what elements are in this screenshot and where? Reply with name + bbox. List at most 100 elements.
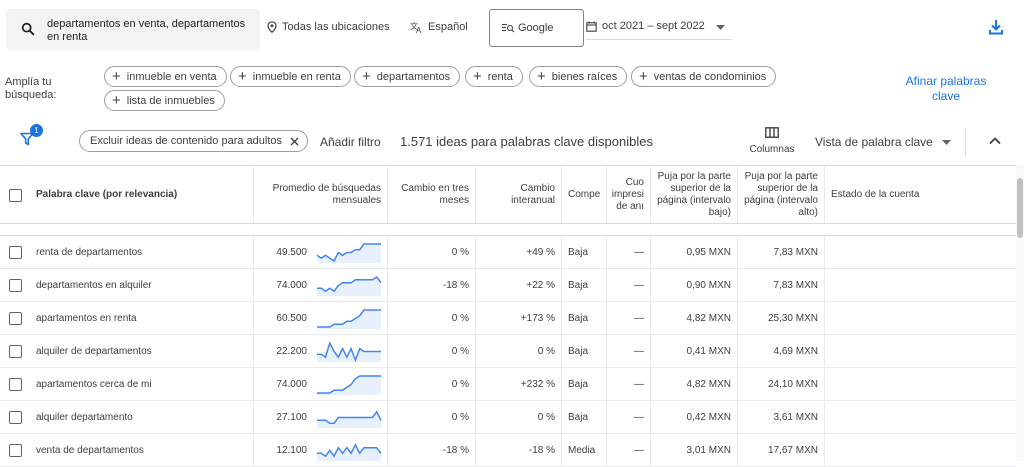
search-box[interactable]: departamentos en venta, departamentos en… <box>6 9 260 50</box>
avg-searches-cell: 74.000 <box>254 269 388 301</box>
table-row[interactable]: renta de departamentos 49.500 0 % +49 % Baja… <box>0 236 1016 269</box>
svg-text:文: 文 <box>410 21 418 31</box>
competition-cell: Baja <box>562 335 607 367</box>
translate-icon: 文 A <box>410 21 422 33</box>
keyword-cell: renta de departamentos <box>30 236 254 268</box>
columns-button[interactable]: Columnas <box>746 127 798 155</box>
download-icon[interactable] <box>988 19 1004 35</box>
columns-label: Columnas <box>749 144 795 155</box>
three-month-change-cell: 0 % <box>388 236 476 268</box>
bid-low-cell: 0,90 MXN <box>651 269 738 301</box>
col-three-month-change[interactable]: Cambio en tres meses <box>388 166 476 223</box>
date-range-selector[interactable]: oct 2021 – sept 2022 <box>586 14 732 40</box>
search-network-icon <box>502 23 515 33</box>
col-avg-searches[interactable]: Promedio de búsquedas mensuales <box>254 166 388 223</box>
table-row[interactable]: alquiler de departamentos 22.200 0 % 0 % Baj… <box>0 335 1016 368</box>
bid-low-cell: 3,01 MXN <box>651 434 738 466</box>
broaden-chip[interactable]: + ventas de condominios <box>631 66 777 87</box>
row-checkbox[interactable] <box>9 378 22 391</box>
svg-text:A: A <box>416 26 422 33</box>
broaden-chip[interactable]: + renta <box>465 66 523 87</box>
network-label: Google <box>518 22 554 34</box>
bid-low-cell: 4,82 MXN <box>651 368 738 400</box>
bid-high-cell: 25,30 MXN <box>738 302 825 334</box>
plus-icon: + <box>238 68 247 85</box>
broaden-chip[interactable]: + bienes raíces <box>529 66 628 87</box>
search-text[interactable]: departamentos en venta, departamentos en… <box>47 18 246 43</box>
scrollbar-track[interactable] <box>1016 165 1024 461</box>
sparkline-line <box>317 275 382 293</box>
location-selector[interactable]: Todas las ubicaciones <box>267 21 390 33</box>
col-yoy-change[interactable]: Cambio interanual <box>476 166 562 223</box>
col-bid-low[interactable]: Puja por la parte superior de la página … <box>651 166 738 223</box>
impression-share-cell: — <box>607 236 651 268</box>
location-pin-icon <box>267 21 277 33</box>
table-row[interactable]: apartamentos cerca de mi 74.000 0 % +232 % B… <box>0 368 1016 401</box>
broaden-chip[interactable]: + inmueble en venta <box>104 66 227 87</box>
competition-cell: Baja <box>562 368 607 400</box>
col-impression-share[interactable]: Cuo impresi de anı <box>607 166 651 223</box>
add-filter-button[interactable]: Añadir filtro <box>320 135 381 149</box>
row-checkbox[interactable] <box>9 345 22 358</box>
col-account-status[interactable]: Estado de la cuenta <box>831 188 920 200</box>
broaden-chip[interactable]: + lista de inmuebles <box>104 90 225 111</box>
columns-icon <box>765 127 779 138</box>
calendar-icon <box>586 21 597 32</box>
three-month-change-cell: 0 % <box>388 401 476 433</box>
sparkline-line <box>317 410 382 424</box>
account-status-cell <box>825 302 1016 334</box>
yoy-change-cell: -18 % <box>476 434 562 466</box>
competition-cell: Baja <box>562 269 607 301</box>
keyword-cell: apartamentos en renta <box>30 302 254 334</box>
view-label: Vista de palabra clave <box>815 135 933 149</box>
refine-keywords-link[interactable]: Afinar palabras clave <box>905 74 987 103</box>
row-checkbox[interactable] <box>9 246 22 259</box>
date-range-label: oct 2021 – sept 2022 <box>602 20 705 32</box>
table-row[interactable]: venta de departamentos 12.100 -18 % -18 % Me… <box>0 434 1016 467</box>
row-checkbox[interactable] <box>9 312 22 325</box>
network-selector[interactable]: Google <box>489 9 584 47</box>
select-all-checkbox[interactable] <box>9 189 22 202</box>
sparkline-area <box>317 343 381 362</box>
keyword-cell: apartamentos cerca de mi <box>30 368 254 400</box>
impression-share-cell: — <box>607 335 651 367</box>
table-row[interactable]: alquiler departamento 27.100 0 % 0 % Baja —0,… <box>0 401 1016 434</box>
table-row[interactable]: apartamentos en renta 60.500 0 % +173 % Baja… <box>0 302 1016 335</box>
view-selector[interactable]: Vista de palabra clave <box>815 135 952 149</box>
plus-icon: + <box>362 68 371 85</box>
exclude-adult-chip[interactable]: Excluir ideas de contenido para adultos <box>79 130 309 152</box>
col-bid-high[interactable]: Puja por la parte superior de la página … <box>738 166 825 223</box>
yoy-change-cell: 0 % <box>476 401 562 433</box>
search-icon <box>21 22 35 36</box>
competition-cell: Baja <box>562 236 607 268</box>
broaden-chip[interactable]: + departamentos <box>354 66 461 87</box>
table-row[interactable]: departamentos en alquiler 74.000 -18 % +22 … <box>0 269 1016 302</box>
row-checkbox[interactable] <box>9 444 22 457</box>
language-selector[interactable]: 文 A Español <box>410 21 468 33</box>
yoy-change-cell: 0 % <box>476 335 562 367</box>
col-keyword[interactable]: Palabra clave (por relevancia) <box>30 166 254 223</box>
three-month-change-cell: -18 % <box>388 269 476 301</box>
chevron-up-icon[interactable] <box>988 136 1002 145</box>
close-icon[interactable] <box>290 137 299 146</box>
bid-high-cell: 3,61 MXN <box>738 401 825 433</box>
broaden-chip[interactable]: + inmueble en renta <box>230 66 351 87</box>
trend-sparkline <box>316 243 381 263</box>
bid-high-cell: 7,83 MXN <box>738 236 825 268</box>
row-checkbox[interactable] <box>9 411 22 424</box>
bid-high-cell: 4,69 MXN <box>738 335 825 367</box>
account-status-cell <box>825 434 1016 466</box>
row-checkbox[interactable] <box>9 279 22 292</box>
competition-cell: Baja <box>562 401 607 433</box>
bid-high-cell: 7,83 MXN <box>738 269 825 301</box>
col-competition[interactable]: Compe <box>562 166 607 223</box>
three-month-change-cell: -18 % <box>388 434 476 466</box>
bid-low-cell: 0,95 MXN <box>651 236 738 268</box>
plus-icon: + <box>112 92 121 109</box>
trend-sparkline <box>317 443 382 461</box>
avg-searches-value: 12.100 <box>276 444 307 456</box>
avg-searches-value: 60.500 <box>276 312 307 324</box>
scrollbar-thumb[interactable] <box>1017 178 1023 238</box>
filter-count-badge: 1 <box>30 124 43 137</box>
impression-share-cell: — <box>607 434 651 466</box>
